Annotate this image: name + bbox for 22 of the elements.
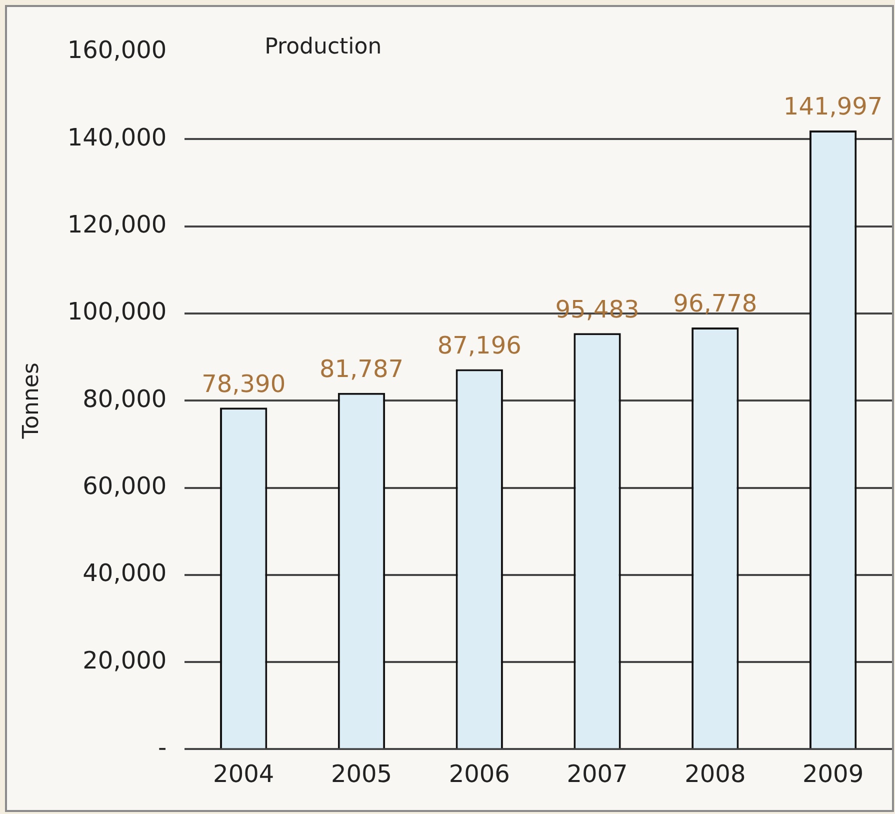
x-tick-label: 2008 (684, 760, 746, 788)
y-tick-label: 120,000 (67, 210, 167, 239)
data-label: 96,778 (673, 290, 758, 318)
x-tick-label: 2006 (448, 760, 510, 788)
chart-title: Production (264, 34, 382, 60)
data-label: 87,196 (437, 331, 522, 360)
x-tick-label: 2004 (213, 760, 274, 788)
y-tick-label: 80,000 (82, 384, 167, 413)
data-label: 141,997 (783, 92, 883, 121)
x-tick-label: 2005 (330, 760, 392, 788)
y-tick-label: 160,000 (67, 36, 167, 64)
y-tick-label: 20,000 (82, 646, 167, 674)
x-tick-label: 2009 (802, 760, 864, 788)
data-label: 78,390 (202, 370, 286, 398)
y-tick-label: - (158, 733, 167, 762)
y-axis-title: Tonnes (18, 362, 44, 440)
x-tick-label: 2007 (566, 760, 628, 788)
y-tick-label: 140,000 (67, 123, 167, 152)
y-tick-label: 40,000 (82, 559, 167, 588)
y-tick-label: 100,000 (67, 298, 167, 326)
data-label: 81,787 (319, 355, 404, 384)
y-tick-label: 60,000 (82, 472, 167, 500)
